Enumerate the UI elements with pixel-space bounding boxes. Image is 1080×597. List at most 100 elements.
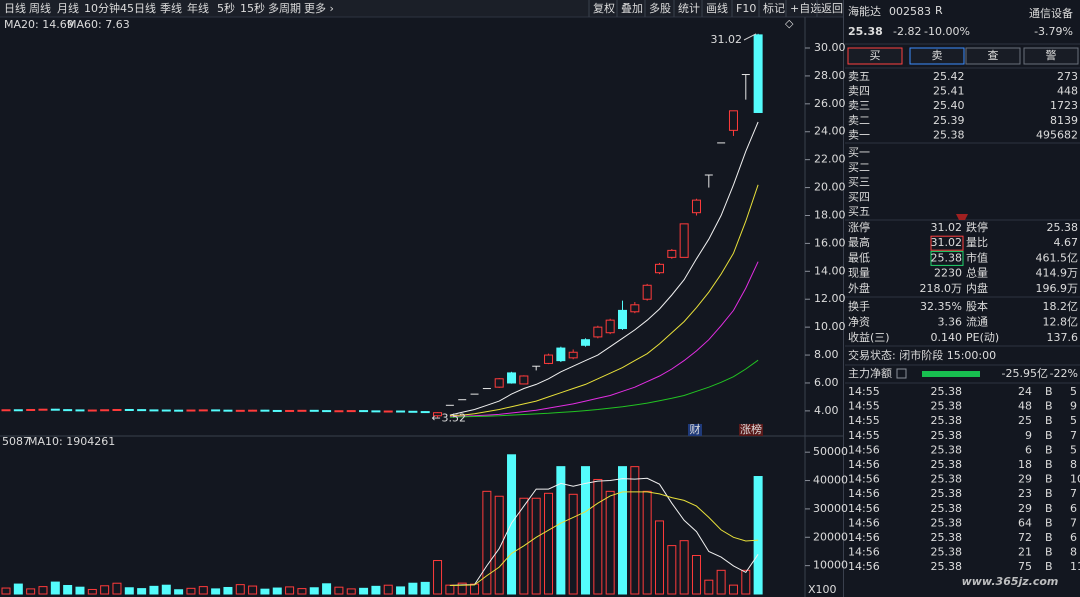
trade-count: 8 <box>1070 458 1077 471</box>
stock-tag: R <box>935 4 943 17</box>
tool-button[interactable]: 统计 <box>678 2 700 15</box>
stat-label: 收益(三) <box>848 330 890 344</box>
volume-bar <box>87 588 97 595</box>
annotation-arrow: ← <box>432 412 441 425</box>
ask-volume: 8139 <box>1050 114 1078 127</box>
candle-body <box>235 409 245 412</box>
ask-label: 卖二 <box>848 114 870 127</box>
tool-button[interactable]: 返回 <box>821 2 843 15</box>
ask-label: 卖三 <box>848 99 870 112</box>
period-tab[interactable]: 月线 <box>57 1 79 15</box>
candle-body <box>223 409 233 412</box>
tool-button[interactable]: 标记 <box>763 1 785 15</box>
stat-value: 218.0万 <box>920 282 963 295</box>
volume-bar <box>13 583 23 595</box>
tool-button[interactable]: F10 <box>736 2 756 15</box>
action-button[interactable] <box>909 47 965 65</box>
y-tick-label: 10000 <box>813 559 848 572</box>
volume-bar <box>186 587 196 595</box>
candle-body <box>50 408 60 411</box>
trade-count: 5 <box>1070 385 1077 398</box>
action-button-label[interactable]: 买 <box>870 49 881 62</box>
volume-bar <box>544 492 554 595</box>
candle-body <box>519 375 529 385</box>
tool-button[interactable]: 叠加 <box>621 2 643 15</box>
stat-label: 最低 <box>848 251 870 264</box>
stat-label: 最高 <box>848 235 870 249</box>
volume-bar <box>593 478 603 595</box>
change: -2.82 <box>893 25 921 38</box>
period-tab[interactable]: 周线 <box>29 1 51 15</box>
trade-price: 25.38 <box>931 502 963 515</box>
volume-bar <box>38 586 48 595</box>
period-tab[interactable]: 季线 <box>160 1 182 15</box>
ask-price: 25.42 <box>933 70 965 83</box>
trade-time: 14:56 <box>848 531 880 544</box>
volume-bar <box>149 585 159 595</box>
trade-price: 25.38 <box>931 560 963 573</box>
tool-button[interactable]: +自选 <box>790 2 821 15</box>
trade-price: 25.38 <box>931 400 963 413</box>
main-flow-icon[interactable] <box>896 368 907 379</box>
main-flow-value: -25.95亿 <box>1002 367 1048 380</box>
period-tab[interactable]: 更多 › <box>304 1 334 15</box>
trade-count: 8 <box>1070 546 1077 559</box>
trade-volume: 48 <box>1018 400 1032 413</box>
candle-body <box>593 326 603 338</box>
period-tab[interactable]: 10分钟 <box>84 1 120 15</box>
y-tick-label: 20.00 <box>814 181 846 194</box>
action-button-label[interactable]: 卖 <box>932 49 943 62</box>
trade-time: 14:56 <box>848 560 880 573</box>
volume-bar <box>630 466 640 595</box>
action-button[interactable] <box>1023 47 1079 65</box>
stat-label: 流通 <box>966 315 988 329</box>
diamond-icon[interactable]: ◇ <box>785 17 794 30</box>
candle-body <box>13 409 23 412</box>
candle-body <box>654 263 664 274</box>
volume-bar <box>297 588 307 595</box>
volume-bar <box>667 545 677 595</box>
ask-volume: 495682 <box>1036 128 1078 141</box>
action-button[interactable] <box>965 47 1021 65</box>
trade-count: 7 <box>1070 516 1077 529</box>
tool-button[interactable]: 画线 <box>706 1 728 15</box>
trade-volume: 6 <box>1025 443 1032 456</box>
tool-button[interactable]: 多股 <box>649 1 671 15</box>
stat-value: 0.140 <box>931 331 963 344</box>
period-tab[interactable]: 年线 <box>187 1 209 15</box>
action-button-label[interactable]: 查 <box>988 48 999 62</box>
stat-label: 内盘 <box>966 281 988 295</box>
y-tick-label: 16.00 <box>814 236 846 249</box>
watermark: www.365jz.com <box>962 575 1059 588</box>
value-box <box>930 235 964 251</box>
candle-body <box>297 409 307 412</box>
candle-body <box>371 410 381 413</box>
volume-bar <box>741 569 751 595</box>
candle-body <box>322 410 332 413</box>
candle-body <box>285 409 295 412</box>
period-tab[interactable]: 日线 <box>4 1 26 15</box>
trade-side: B <box>1045 400 1053 413</box>
stat-value: 25.38 <box>1047 221 1079 234</box>
candle-body <box>248 409 258 412</box>
trade-side: B <box>1045 458 1053 471</box>
ask-price: 25.38 <box>933 128 965 141</box>
volume-bar <box>654 520 664 595</box>
period-tab[interactable]: 多周期 <box>268 1 301 15</box>
candle-body <box>544 354 554 364</box>
main-flow-bar <box>922 371 980 377</box>
candle-body <box>112 408 122 411</box>
candle-body <box>149 409 159 412</box>
action-button[interactable] <box>847 47 903 65</box>
period-tab[interactable]: 45日线 <box>120 1 156 15</box>
ask-volume: 1723 <box>1050 99 1078 112</box>
ma-line <box>449 121 759 416</box>
period-tab[interactable]: 5秒 <box>217 1 235 15</box>
candle-body <box>137 409 147 412</box>
ma-line <box>449 184 759 417</box>
period-tab[interactable]: 15秒 <box>240 1 265 15</box>
action-button-label[interactable]: 警 <box>1046 48 1057 62</box>
stat-label: 涨停 <box>848 220 870 234</box>
trade-count: 6 <box>1070 531 1077 544</box>
tool-button[interactable]: 复权 <box>593 1 615 15</box>
